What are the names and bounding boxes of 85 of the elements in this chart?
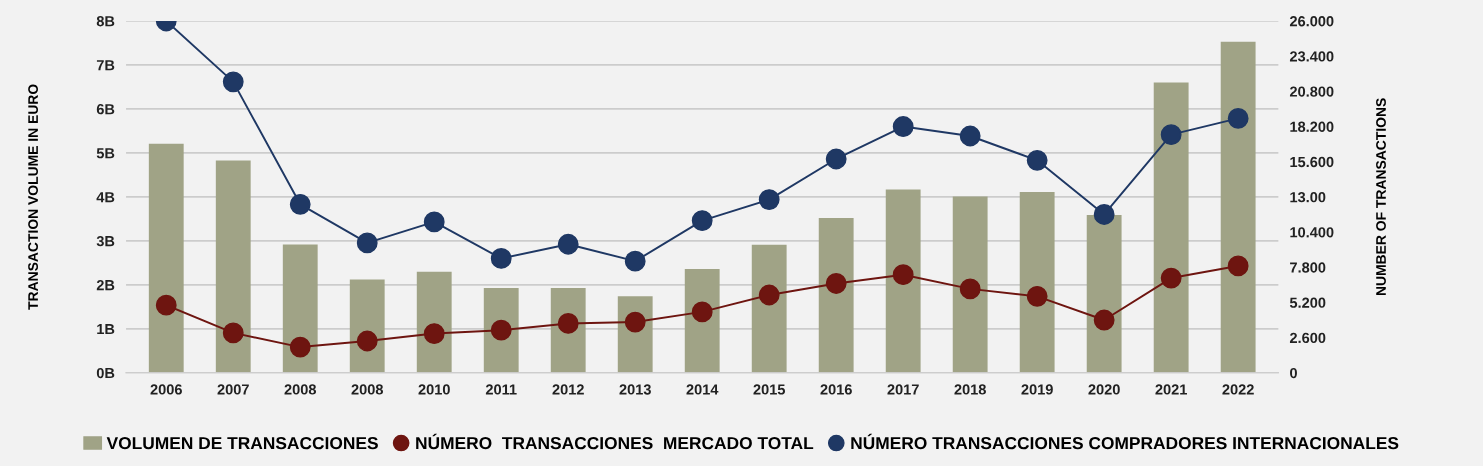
- x-tick-label: 2017: [887, 384, 919, 395]
- y2-tick-label: 7.800: [1290, 262, 1326, 273]
- point: [624, 250, 646, 272]
- x-tick-label: 2012: [552, 384, 584, 395]
- x-tick-label: 2021: [1155, 384, 1187, 395]
- x-tick-label: 2014: [686, 384, 719, 395]
- y-tick-label: 5B: [96, 148, 115, 159]
- x-tick-label: 2007: [217, 384, 249, 395]
- y-tick-label: 0B: [96, 367, 115, 379]
- x-tick-label: 2018: [954, 384, 986, 395]
- y2-tick-label: 15.600: [1290, 156, 1334, 168]
- y-tick-label: 4B: [96, 192, 115, 203]
- point: [490, 248, 512, 269]
- y2-tick-label: 23.400: [1289, 51, 1334, 62]
- y2-tick-label: 5.200: [1289, 297, 1326, 308]
- y2-tick-label: 2.600: [1289, 332, 1326, 344]
- y2-tick-label: 18.200: [1290, 121, 1334, 132]
- x-tick-label: 2008: [351, 384, 384, 395]
- y2-axis-title: NUMBER OF TRANSACTIONS: [1376, 98, 1386, 296]
- point: [1026, 285, 1048, 307]
- x-tick-label: 2011: [485, 384, 517, 395]
- point: [892, 264, 914, 286]
- point: [892, 116, 914, 137]
- point: [758, 189, 780, 211]
- y2-tick-label: 0: [1290, 367, 1297, 379]
- y-tick-label: 8B: [96, 16, 115, 27]
- y-tick-label: 6B: [96, 104, 115, 115]
- point: [624, 311, 646, 333]
- x-tick-label: 2019: [1021, 384, 1053, 395]
- bar: [885, 189, 921, 373]
- bar: [282, 244, 318, 373]
- y2-tick-label: 10.400: [1290, 227, 1334, 238]
- x-tick-label: 2006: [150, 384, 182, 395]
- y-axis-title: TRANSACTION VOLUME IN EURO: [28, 84, 38, 310]
- point: [1160, 124, 1182, 146]
- x-tick-label: 2016: [820, 384, 852, 395]
- point: [825, 273, 847, 294]
- bar: [1220, 41, 1256, 373]
- y-tick-label: 2B: [96, 279, 115, 291]
- point: [959, 278, 981, 300]
- point: [959, 125, 981, 147]
- bar: [148, 143, 184, 373]
- point: [1093, 309, 1115, 331]
- point: [557, 233, 579, 255]
- y-tick-label: 3B: [96, 235, 115, 247]
- bar: [952, 196, 988, 373]
- bar: [751, 244, 787, 373]
- point: [423, 211, 445, 233]
- bar: [1153, 82, 1189, 373]
- point: [1026, 149, 1048, 171]
- x-tick-label: 2022: [1222, 384, 1254, 395]
- y2-tick-label: 13.00: [1290, 191, 1326, 203]
- point: [423, 323, 445, 344]
- bar: [215, 160, 251, 373]
- y-tick-label: 7B: [96, 60, 115, 71]
- point: [356, 232, 378, 254]
- point: [289, 193, 311, 215]
- y2-tick-label: 26.000: [1289, 16, 1334, 27]
- point: [1227, 255, 1249, 277]
- x-tick-label: 2015: [753, 384, 786, 395]
- point: [1160, 267, 1182, 289]
- legend-label: NÚMERO TRANSACCIONES MERCADO TOTAL: [416, 433, 814, 450]
- bar: [1086, 214, 1122, 373]
- x-tick-label: 2020: [1088, 384, 1120, 395]
- x-tick-label: 2013: [619, 384, 651, 395]
- bar: [818, 217, 854, 373]
- point: [691, 301, 713, 323]
- point: [222, 71, 244, 93]
- point: [222, 322, 244, 344]
- legend-label: NÚMERO TRANSACCIONES COMPRADORES INTERNACIONALES: [851, 433, 1399, 450]
- x-tick-label: 2008: [284, 384, 317, 395]
- point: [356, 330, 378, 352]
- point: [289, 336, 311, 358]
- point: [825, 148, 847, 170]
- point: [155, 294, 177, 316]
- point: [1227, 107, 1249, 129]
- bar: [684, 269, 720, 373]
- point: [758, 284, 780, 306]
- y-tick-label: 1B: [97, 324, 115, 335]
- point: [1093, 204, 1115, 225]
- y2-tick-label: 20.800: [1289, 86, 1334, 97]
- x-tick-label: 2010: [418, 384, 450, 395]
- bar: [1019, 192, 1055, 373]
- point: [691, 210, 713, 231]
- legend-label: VOLUMEN DE TRANSACCIONES: [106, 436, 378, 450]
